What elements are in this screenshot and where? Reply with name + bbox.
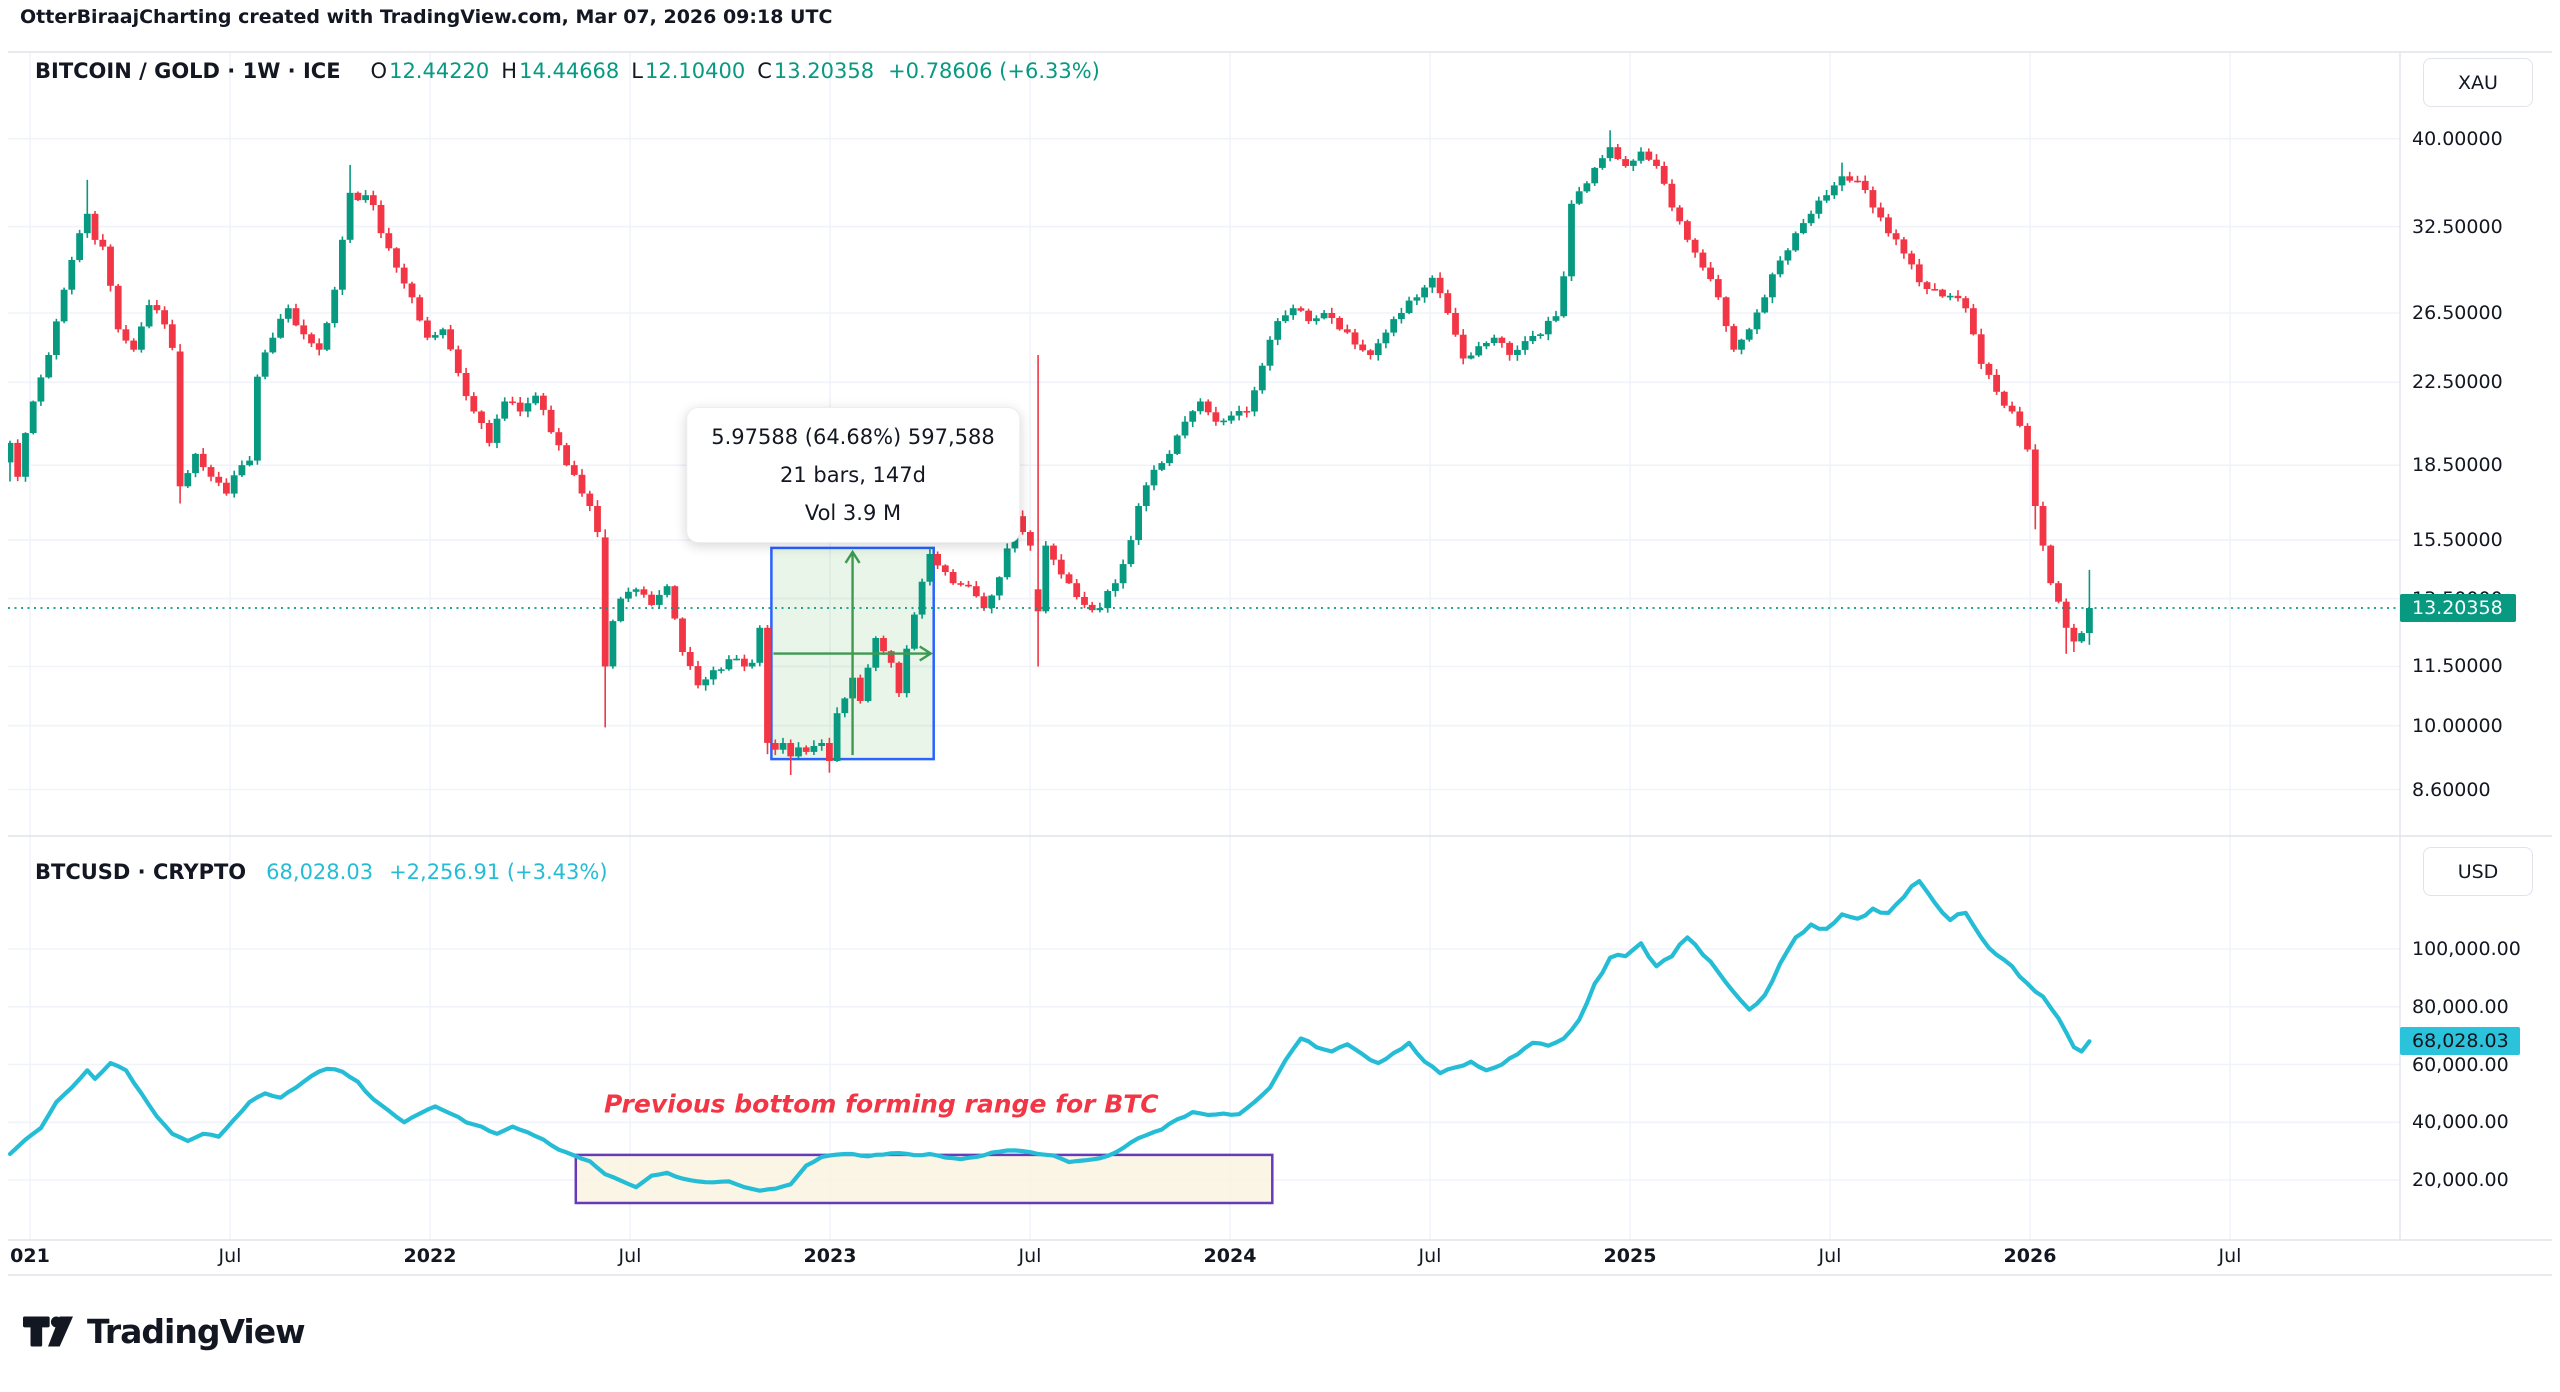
price-tick-label: 26.50000 bbox=[2412, 302, 2503, 324]
price-tick-label: 60,000.00 bbox=[2412, 1054, 2509, 1076]
measure-arrows bbox=[773, 549, 933, 756]
price-tick-label: 18.50000 bbox=[2412, 454, 2503, 476]
btcusd-line-series[interactable] bbox=[8, 879, 2092, 1193]
low-value: 12.10400 bbox=[644, 59, 746, 83]
currency-button-usd[interactable]: USD bbox=[2423, 847, 2533, 896]
time-tick-label: 2024 bbox=[1203, 1245, 1257, 1267]
time-tick-label: Jul bbox=[1818, 1245, 1842, 1267]
measure-volume: Vol 3.9 M bbox=[804, 500, 902, 525]
btcusd-change: +2,256.91 (+3.43%) bbox=[389, 860, 608, 884]
legend-btcusd[interactable]: BTCUSD · CRYPTO 68,028.03 +2,256.91 (+3.43… bbox=[35, 860, 608, 884]
price-tick-label: 40.00000 bbox=[2412, 128, 2503, 150]
open-label: O bbox=[370, 59, 388, 83]
time-tick-label: Jul bbox=[218, 1245, 242, 1267]
tradingview-logo[interactable]: TradingView bbox=[23, 1312, 306, 1351]
measure-tooltip: 5.97588 (64.68%) 597,588 21 bars, 147d V… bbox=[686, 406, 1020, 543]
price-tick-label: 100,000.00 bbox=[2412, 938, 2521, 960]
chart-annotation[interactable]: Previous bottom forming range for BTC bbox=[604, 1089, 1159, 1119]
price-tick-label: 20,000.00 bbox=[2412, 1169, 2509, 1191]
close-value: 13.20358 bbox=[773, 59, 875, 83]
close-label: C bbox=[757, 59, 772, 83]
currency-button-xau[interactable]: XAU bbox=[2423, 58, 2533, 107]
last-price-badge-xau: 13.20358 bbox=[2400, 594, 2516, 622]
price-tick-label: 40,000.00 bbox=[2412, 1111, 2509, 1133]
tradingview-mark-icon bbox=[23, 1316, 73, 1347]
time-tick-label: Jul bbox=[1418, 1245, 1442, 1267]
low-label: L bbox=[631, 59, 643, 83]
change-value: +0.78606 (+6.33%) bbox=[888, 59, 1100, 83]
candlestick-series[interactable] bbox=[7, 130, 2093, 775]
time-tick-label: 021 bbox=[10, 1245, 50, 1267]
high-label: H bbox=[501, 59, 518, 83]
tradingview-brand-text: TradingView bbox=[87, 1312, 306, 1351]
time-tick-label: Jul bbox=[2218, 1245, 2242, 1267]
price-tick-label: 8.60000 bbox=[2412, 779, 2491, 801]
price-tick-label: 15.50000 bbox=[2412, 529, 2503, 551]
legend-btc-gold[interactable]: BITCOIN / GOLD · 1W · ICE O12.44220 H14.44… bbox=[35, 59, 1100, 83]
high-value: 14.44668 bbox=[519, 59, 620, 83]
price-tick-label: 11.50000 bbox=[2412, 655, 2503, 677]
price-tick-label: 22.50000 bbox=[2412, 371, 2503, 393]
price-tick-label: 80,000.00 bbox=[2412, 996, 2509, 1018]
time-tick-label: Jul bbox=[1018, 1245, 1042, 1267]
open-value: 12.44220 bbox=[389, 59, 490, 83]
measure-bars-days: 21 bars, 147d bbox=[780, 462, 926, 487]
btcusd-price: 68,028.03 bbox=[266, 860, 374, 884]
time-tick-label: Jul bbox=[618, 1245, 642, 1267]
time-tick-label: 2025 bbox=[1603, 1245, 1657, 1267]
gridlines bbox=[8, 52, 2400, 1240]
legend-symbol-btcusd[interactable]: BTCUSD · CRYPTO bbox=[35, 860, 247, 884]
price-tick-label: 10.00000 bbox=[2412, 715, 2503, 737]
legend-symbol[interactable]: BITCOIN / GOLD · 1W · ICE bbox=[35, 59, 341, 83]
time-tick-label: 2026 bbox=[2003, 1245, 2057, 1267]
measure-price-change: 5.97588 (64.68%) 597,588 bbox=[711, 424, 995, 449]
time-tick-label: 2022 bbox=[403, 1245, 457, 1267]
attribution-text: OtterBiraajCharting created with Trading… bbox=[20, 6, 833, 28]
price-tick-label: 32.50000 bbox=[2412, 216, 2503, 238]
time-tick-label: 2023 bbox=[803, 1245, 857, 1267]
last-price-badge-usd: 68,028.03 bbox=[2400, 1027, 2520, 1055]
